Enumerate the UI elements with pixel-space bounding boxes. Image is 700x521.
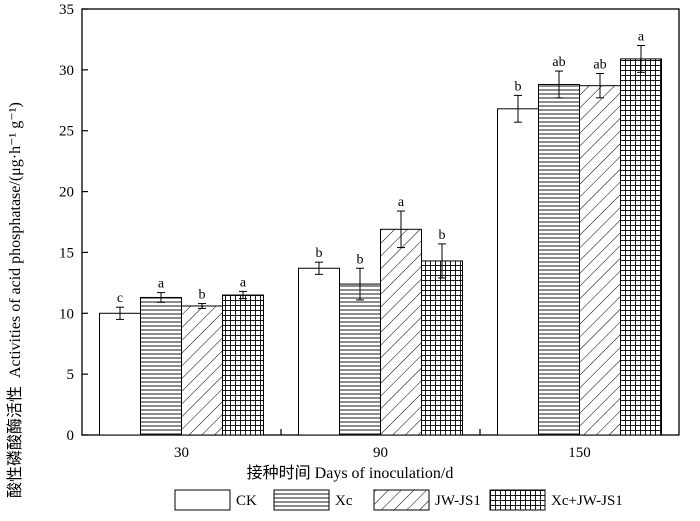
significance-letter: a xyxy=(240,275,247,290)
bar xyxy=(181,305,223,436)
significance-letter: b xyxy=(316,246,323,261)
bar xyxy=(339,283,381,436)
bar xyxy=(298,267,340,436)
bar xyxy=(538,83,580,436)
x-tick-label: 90 xyxy=(373,445,388,461)
y-tick-label: 5 xyxy=(67,367,75,383)
significance-letter: b xyxy=(515,79,522,94)
x-axis-title: 接种时间 Days of inoculation/d xyxy=(247,464,454,482)
significance-letter: a xyxy=(638,30,645,45)
legend-label: JW-JS1 xyxy=(435,493,481,509)
legend-swatch xyxy=(489,489,546,511)
y-axis-title: 酸性磷酸酶活性 Activities of acid phosphatase/(… xyxy=(6,102,24,498)
significance-letter: a xyxy=(158,277,165,292)
y-axis-title-en: Activities of acid phosphatase/(μg·h⁻¹ g… xyxy=(7,102,24,378)
bar xyxy=(620,58,662,436)
error-bar-group xyxy=(116,45,645,320)
significance-letter: c xyxy=(117,291,123,306)
significance-letter: ab xyxy=(552,55,565,70)
y-tick-label: 35 xyxy=(59,2,74,18)
legend-swatch xyxy=(373,489,430,511)
y-tick-label: 15 xyxy=(59,245,74,261)
bar xyxy=(421,260,463,436)
bar xyxy=(222,294,264,436)
bar xyxy=(497,108,539,436)
significance-letter: a xyxy=(398,195,405,210)
bar xyxy=(140,296,182,436)
significance-letter: ab xyxy=(593,58,606,73)
y-axis-title-cn: 酸性磷酸酶活性 xyxy=(6,386,24,498)
x-axis: 30 90 150 xyxy=(174,429,591,461)
legend-swatch xyxy=(273,489,330,511)
x-tick-label: 150 xyxy=(568,445,591,461)
y-tick-label: 0 xyxy=(67,428,75,444)
significance-letter: b xyxy=(439,228,446,243)
bar-series-group xyxy=(99,58,662,436)
legend-swatch xyxy=(174,489,231,511)
legend: CK Xc JW-JS1 Xc+JW-JS1 xyxy=(174,489,623,511)
y-tick-label: 30 xyxy=(59,63,74,79)
y-axis: 0 5 10 15 20 25 30 35 xyxy=(59,2,88,444)
significance-letter: b xyxy=(357,252,364,267)
x-tick-label: 30 xyxy=(174,445,189,461)
y-tick-label: 10 xyxy=(59,306,74,322)
legend-label: CK xyxy=(236,493,257,509)
y-tick-label: 20 xyxy=(59,185,74,201)
y-tick-label: 25 xyxy=(59,124,74,140)
significance-letter: b xyxy=(199,288,206,303)
legend-label: Xc xyxy=(335,493,353,509)
bar xyxy=(579,85,621,436)
legend-label: Xc+JW-JS1 xyxy=(551,493,623,509)
bar xyxy=(99,312,141,436)
bar xyxy=(380,228,422,436)
